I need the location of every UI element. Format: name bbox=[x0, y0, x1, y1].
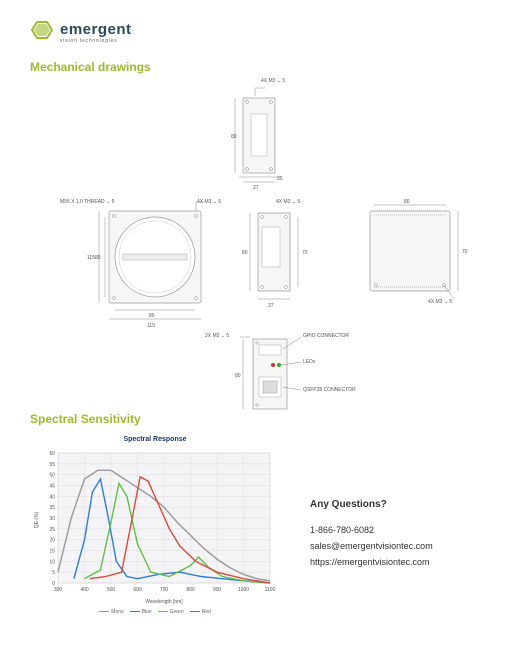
svg-text:55: 55 bbox=[49, 462, 55, 468]
svg-text:27: 27 bbox=[268, 303, 274, 309]
contact-block: Any Questions? 1-866-780-6082 sales@emer… bbox=[310, 436, 433, 616]
svg-text:800: 800 bbox=[186, 587, 195, 593]
svg-text:45: 45 bbox=[49, 484, 55, 490]
contact-phone: 1-866-780-6082 bbox=[310, 522, 433, 538]
svg-text:80: 80 bbox=[149, 313, 155, 319]
svg-text:50: 50 bbox=[49, 473, 55, 479]
svg-text:900: 900 bbox=[213, 587, 222, 593]
chart-svg: 300 400 500 600 700 800 900 1000 1100 0 5 10 15 20 25… bbox=[30, 445, 280, 605]
svg-text:25: 25 bbox=[49, 527, 55, 533]
ann-qsfp: QSFP28 CONNECTOR bbox=[303, 387, 356, 393]
svg-text:500: 500 bbox=[107, 587, 116, 593]
svg-text:20: 20 bbox=[49, 538, 55, 544]
ann-4xm3-front: 4X M3 ⌄ 5 bbox=[197, 199, 221, 205]
contact-url: https://emergentvisiontec.com bbox=[310, 554, 433, 570]
svg-text:40: 40 bbox=[49, 494, 55, 500]
logo: emergent vision technologies bbox=[30, 20, 482, 44]
chart-legend: MonoBlueGreenRed bbox=[30, 609, 280, 615]
svg-text:400: 400 bbox=[80, 587, 89, 593]
ann-leds: LEDs bbox=[303, 359, 315, 365]
ann-thread: M95 X 1.0 THREAD ⌄ 5 bbox=[60, 199, 114, 205]
svg-text:115: 115 bbox=[87, 255, 95, 261]
brand-name: emergent bbox=[60, 21, 132, 38]
svg-text:70: 70 bbox=[462, 249, 468, 255]
svg-text:80: 80 bbox=[231, 134, 237, 140]
chart-title: Spectral Response bbox=[30, 436, 280, 443]
brand-tagline: vision technologies bbox=[60, 38, 132, 44]
spectral-chart: Spectral Response 3004005006007008009001… bbox=[30, 436, 280, 616]
svg-text:35: 35 bbox=[277, 176, 283, 182]
svg-text:80: 80 bbox=[242, 250, 248, 256]
svg-text:QE (%): QE (%) bbox=[34, 511, 40, 528]
svg-text:10: 10 bbox=[49, 559, 55, 565]
ann-2xm3: 2X M3 ⌄ 5 bbox=[205, 333, 229, 339]
logo-icon bbox=[30, 20, 54, 44]
contact-title: Any Questions? bbox=[310, 496, 433, 514]
svg-text:80: 80 bbox=[404, 199, 410, 205]
svg-text:70: 70 bbox=[302, 250, 308, 256]
svg-text:80: 80 bbox=[95, 255, 101, 261]
ann-4xm3-top: 4X M3 ⌄ 5 bbox=[261, 78, 285, 84]
svg-text:300: 300 bbox=[54, 587, 63, 593]
contact-email: sales@emergentvisiontec.com bbox=[310, 538, 433, 554]
ann-4xm3-side: 4X M3 ⌄ 5 bbox=[276, 199, 300, 205]
svg-text:0: 0 bbox=[52, 581, 55, 587]
ann-gpio: GPIO CONNECTOR bbox=[303, 333, 349, 339]
svg-text:700: 700 bbox=[160, 587, 169, 593]
svg-text:60: 60 bbox=[49, 451, 55, 457]
svg-text:27: 27 bbox=[253, 185, 259, 191]
mech-title: Mechanical drawings bbox=[30, 60, 482, 74]
svg-text:115: 115 bbox=[147, 323, 155, 329]
ann-4xm3-rear: 4X M3 ⌄ 5 bbox=[428, 299, 452, 305]
svg-text:Wavelength [nm]: Wavelength [nm] bbox=[145, 599, 183, 605]
svg-text:15: 15 bbox=[49, 549, 55, 555]
svg-text:5: 5 bbox=[52, 570, 55, 576]
svg-text:35: 35 bbox=[49, 505, 55, 511]
mechanical-drawings: 4X M3 ⌄ 5 80 27 35 M95 X 1.0 THREAD ⌄ 5 … bbox=[30, 84, 482, 404]
svg-text:1100: 1100 bbox=[265, 587, 276, 593]
svg-text:30: 30 bbox=[49, 516, 55, 522]
svg-text:1000: 1000 bbox=[238, 587, 249, 593]
svg-text:600: 600 bbox=[133, 587, 142, 593]
svg-text:80: 80 bbox=[235, 373, 241, 379]
